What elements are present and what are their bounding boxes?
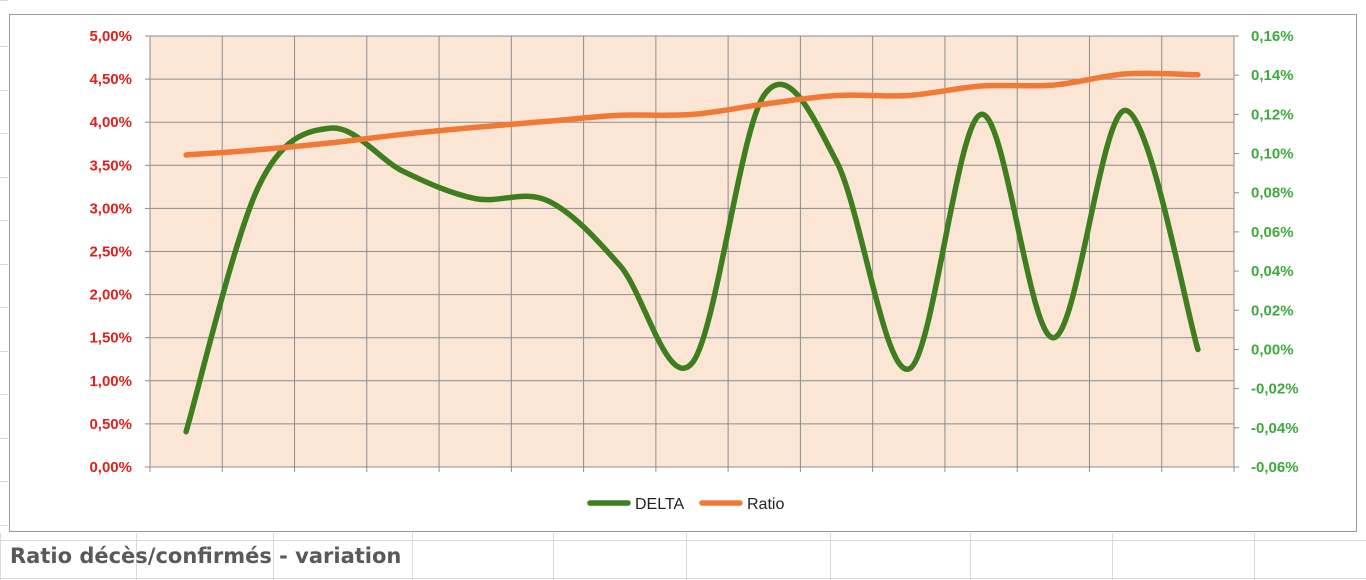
right-axis-tick-label: 0,08% — [1251, 185, 1294, 202]
left-axis-tick-label: 3,00% — [89, 200, 132, 217]
left-axis-tick-label: 1,00% — [89, 373, 132, 390]
chart-container[interactable]: 0,00% 0,50% 1,00% 1,50% 2,00% 2,50% 3,00% 3,50%… — [9, 14, 1357, 532]
legend-label: Ratio — [747, 496, 784, 513]
right-axis-tick-label: -0,02% — [1251, 381, 1299, 398]
right-axis-tick-label: 0,06% — [1251, 224, 1294, 241]
sheet-caption: Ratio décès/confirmés - variation — [10, 544, 402, 568]
left-axis-tick-label: 0,00% — [89, 459, 132, 476]
left-axis-tick-label: 0,50% — [89, 416, 132, 433]
right-axis-tick-label: 0,04% — [1251, 263, 1294, 280]
right-axis-tick-label: 0,12% — [1251, 106, 1294, 123]
right-axis-tick-label: -0,04% — [1251, 420, 1299, 437]
left-axis-tick-label: 2,00% — [89, 287, 132, 304]
right-axis-tick-label: 0,16% — [1251, 28, 1294, 45]
right-axis-tick-label: 0,00% — [1251, 341, 1294, 358]
series-line-ratio — [183, 70, 1201, 158]
line-chart: 0,00% 0,50% 1,00% 1,50% 2,00% 2,50% 3,00% 3,50%… — [89, 28, 1299, 513]
left-axis-tick-label: 4,50% — [89, 71, 132, 88]
left-axis-tick-label: 2,50% — [89, 244, 132, 261]
left-axis-tick-label: 1,50% — [89, 330, 132, 347]
legend-label: DELTA — [635, 496, 685, 513]
left-axis-tick-label: 3,50% — [89, 157, 132, 174]
right-axis-tick-label: 0,10% — [1251, 146, 1294, 163]
right-axis-tick-label: 0,02% — [1251, 302, 1294, 319]
right-axis-tick-label: -0,06% — [1251, 459, 1299, 476]
left-axis-tick-label: 5,00% — [89, 28, 132, 45]
left-axis-tick-label: 4,00% — [89, 114, 132, 131]
right-axis-tick-label: 0,14% — [1251, 67, 1294, 84]
